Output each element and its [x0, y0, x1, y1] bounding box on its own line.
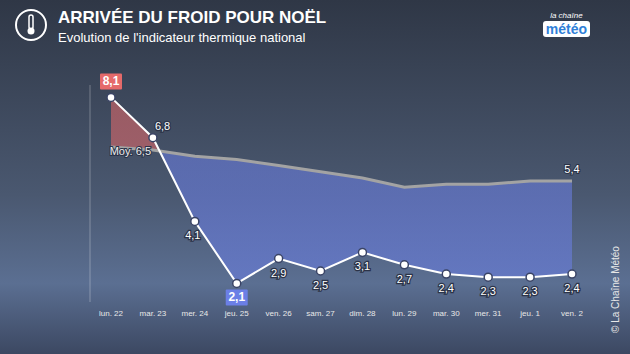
svg-text:jeu. 25: jeu. 25: [224, 309, 250, 318]
svg-text:jeu. 1: jeu. 1: [519, 309, 540, 318]
svg-text:Moy. 6,5: Moy. 6,5: [110, 145, 151, 157]
svg-text:6,8: 6,8: [155, 120, 170, 132]
svg-text:2,4: 2,4: [564, 282, 579, 294]
svg-text:5,4: 5,4: [564, 163, 579, 175]
svg-text:2,1: 2,1: [228, 290, 245, 304]
svg-text:dim. 28: dim. 28: [349, 309, 376, 318]
html-text:ARRIVÉE DU FROID POUR NOËL: ARRIVÉE DU FROID POUR NOËL: [58, 8, 327, 27]
svg-text:2,7: 2,7: [397, 273, 412, 285]
html-text:météo: météo: [545, 21, 587, 37]
html-text:© La Chaîne Météo: © La Chaîne Météo: [609, 246, 621, 333]
svg-text:2,3: 2,3: [481, 285, 496, 297]
svg-text:3,1: 3,1: [355, 260, 370, 272]
svg-text:8,1: 8,1: [103, 74, 120, 88]
svg-text:mer. 24: mer. 24: [181, 309, 208, 318]
svg-text:lun. 29: lun. 29: [392, 309, 417, 318]
svg-text:2,3: 2,3: [522, 285, 537, 297]
svg-text:mer. 31: mer. 31: [475, 309, 502, 318]
html-text:Evolution de l'indicateur ther: Evolution de l'indicateur thermique nati…: [58, 30, 306, 45]
svg-text:2,5: 2,5: [313, 279, 328, 291]
svg-text:lun. 22: lun. 22: [99, 309, 124, 318]
svg-text:2,4: 2,4: [439, 282, 454, 294]
svg-text:ven. 2: ven. 2: [561, 309, 583, 318]
svg-text:mar. 23: mar. 23: [140, 309, 167, 318]
svg-text:4,1: 4,1: [185, 229, 200, 241]
svg-text:ven. 26: ven. 26: [266, 309, 293, 318]
html-text:la chaîne: la chaîne: [550, 11, 583, 20]
svg-text:sam. 27: sam. 27: [306, 309, 335, 318]
svg-text:2,9: 2,9: [271, 267, 286, 279]
svg-text:mar. 30: mar. 30: [433, 309, 460, 318]
